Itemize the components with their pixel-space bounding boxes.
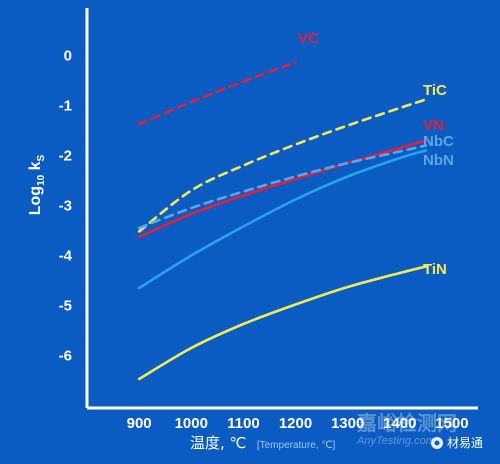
x-tick-label: 1500 <box>435 415 468 432</box>
series-line-nbc <box>137 144 428 230</box>
y-tick-label: -3 <box>59 198 72 215</box>
x-tick-label: 1000 <box>175 415 208 432</box>
x-axis-label: 温度, ℃ [Temperature, ℃] <box>190 434 336 452</box>
watermark-url: AnyTesting.com <box>356 435 435 447</box>
x-tick-label: 900 <box>127 415 152 432</box>
x-tick-label: 1300 <box>331 415 364 432</box>
series-group <box>137 61 428 381</box>
series-line-tin <box>137 265 428 381</box>
series-label-vc: VC <box>298 30 319 47</box>
x-tick-label: 1200 <box>279 415 312 432</box>
y-tick-label: 0 <box>64 48 72 65</box>
series-label-vn: VN <box>423 117 444 134</box>
y-tick-label: -5 <box>59 298 72 315</box>
y-tick-label: -4 <box>59 248 73 265</box>
series-line-nbn <box>137 149 428 290</box>
account-logo-icon <box>431 437 443 449</box>
y-tick-label: -2 <box>59 148 72 165</box>
x-tick-label: 1100 <box>227 415 260 432</box>
series-label-tin: TiN <box>423 261 447 278</box>
x-tick-label: 1400 <box>383 415 416 432</box>
account-name: 材易通 <box>447 436 483 450</box>
y-axis-label: Log10 kS <box>27 154 47 215</box>
axes: 900 1000 1100 1200 1300 1400 1500 0 -1 -2 -3 -4 -5 -6 <box>59 8 478 432</box>
series-label-nbn: NbN <box>423 152 454 169</box>
series-line-vn <box>137 139 428 239</box>
series-line-vc <box>137 61 297 126</box>
watermark-text: 嘉峪检测网 <box>356 411 457 435</box>
y-tick-label: -1 <box>59 98 72 115</box>
series-label-tic: TiC <box>423 82 447 99</box>
series-label-nbc: NbC <box>423 133 454 150</box>
y-tick-label: -6 <box>59 348 72 365</box>
